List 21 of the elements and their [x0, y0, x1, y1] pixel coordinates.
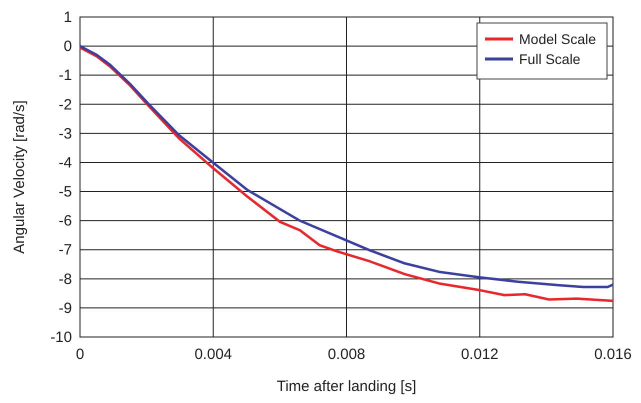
- x-tick-label: 0.016: [594, 346, 632, 363]
- y-axis-title: Angular Velocity [rad/s]: [11, 100, 28, 254]
- y-tick-label: -10: [50, 329, 72, 346]
- x-tick-label: 0: [76, 346, 84, 363]
- y-tick-label: 0: [64, 38, 72, 56]
- y-tick-label: -6: [58, 212, 72, 230]
- y-tick-label: -1: [58, 67, 72, 84]
- y-tick-label: -5: [58, 184, 72, 201]
- y-tick-label: -8: [58, 270, 72, 288]
- y-tick-label: 1: [64, 9, 72, 26]
- y-tick-label: -2: [58, 96, 72, 114]
- x-tick-label: 0.012: [460, 346, 499, 363]
- y-tick-label: -3: [58, 125, 72, 142]
- y-tick-label: -9: [58, 300, 72, 317]
- y-tick-label: -7: [58, 242, 72, 259]
- legend-label: Full Scale: [519, 51, 581, 67]
- legend-label: Model Scale: [519, 31, 596, 47]
- y-tick-label: -4: [58, 154, 72, 172]
- x-tick-label: 0.004: [194, 346, 232, 363]
- x-tick-label: 0.008: [328, 346, 366, 363]
- x-axis-title: Time after landing [s]: [276, 378, 416, 395]
